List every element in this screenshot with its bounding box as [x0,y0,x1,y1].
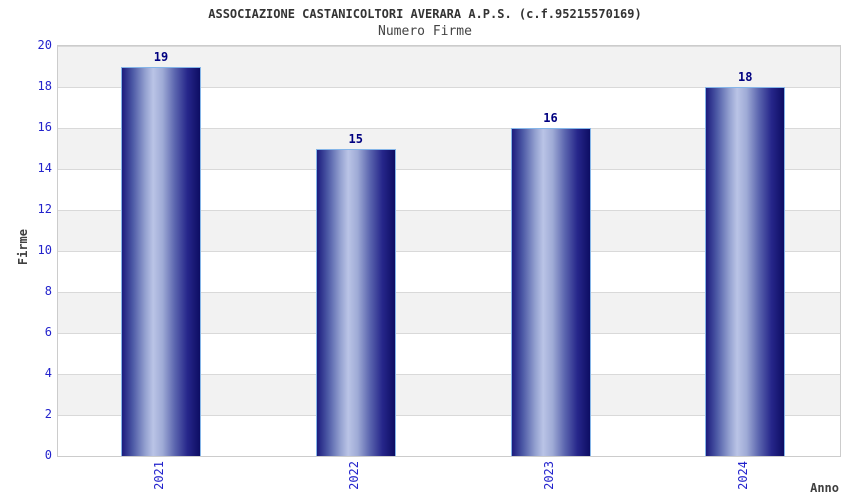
y-tick-label: 18 [37,79,52,93]
bar-2023 [510,128,591,456]
x-tick-label: 2023 [541,461,556,490]
y-tick-label: 8 [44,284,52,298]
bar-2024 [705,87,786,456]
bar-value-label: 15 [348,131,363,146]
y-tick-label: 12 [37,202,52,216]
y-tick-label: 14 [37,161,52,175]
y-tick-label: 16 [37,120,52,134]
x-tick-label: 2022 [346,461,361,490]
x-tick-label: 2024 [736,461,751,490]
y-tick-label: 4 [44,366,52,380]
y-tick-label: 0 [44,448,52,462]
bar-value-label: 16 [543,111,558,125]
x-tick-label: 2021 [151,461,166,490]
y-tick-label: 2 [44,407,52,421]
y-tick-label: 20 [37,38,52,52]
bar-2022 [315,148,396,456]
chart-subtitle: Numero Firme [378,24,472,39]
bar-value-label: 18 [738,70,753,84]
bar-value-label: 19 [153,49,169,64]
chart-title: ASSOCIAZIONE CASTANICOLTORI AVERARA A.P.… [208,7,642,21]
y-tick-label: 6 [44,325,52,339]
bar-2021 [120,66,201,456]
plot-area: 19 15 16 18 [57,45,841,457]
y-tick-label: 10 [37,243,52,257]
x-axis-title: Anno [810,481,839,495]
